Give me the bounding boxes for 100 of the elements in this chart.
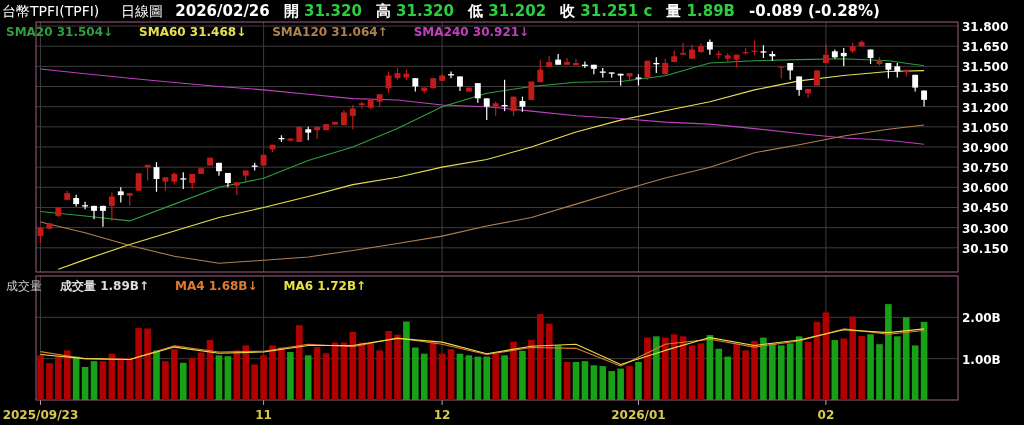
- x-tick-label: 12: [433, 408, 451, 422]
- bar: [733, 344, 740, 400]
- bar: [376, 350, 383, 400]
- bar: [831, 340, 839, 400]
- bar: [572, 361, 580, 400]
- y-tick-label: 30.750: [962, 161, 1009, 176]
- y-tick-label: 31.650: [962, 40, 1009, 55]
- text: SMA120 31.064↑: [272, 25, 388, 39]
- bar: [715, 348, 723, 400]
- candlestick: [108, 191, 115, 222]
- bar: [894, 336, 901, 400]
- bar: [215, 355, 223, 400]
- bar: [876, 344, 883, 400]
- bar: [144, 328, 151, 400]
- text: -0.089 (-0.28%): [749, 2, 880, 20]
- bar: [278, 347, 285, 400]
- bar: [599, 366, 607, 400]
- candlestick: [805, 88, 811, 99]
- bar: [724, 356, 732, 400]
- bar: [644, 337, 651, 400]
- bar: [849, 316, 856, 400]
- bar: [626, 366, 633, 400]
- bar: [358, 342, 366, 400]
- bar: [581, 361, 589, 400]
- bar: [867, 334, 874, 400]
- bar: [536, 314, 544, 400]
- text: SMA20 31.504↓: [6, 25, 114, 39]
- text: 低 31.202: [466, 2, 547, 20]
- bar: [251, 364, 258, 400]
- bar: [99, 361, 107, 400]
- bar: [269, 345, 276, 400]
- bar: [456, 353, 464, 400]
- bar: [769, 343, 776, 400]
- candlestick: [680, 42, 687, 56]
- bar: [617, 368, 624, 400]
- candlestick: [474, 82, 481, 104]
- bar: [197, 352, 205, 400]
- bar: [81, 366, 89, 400]
- candlestick: [796, 75, 803, 97]
- candlestick: [555, 53, 562, 66]
- bar: [153, 350, 160, 400]
- x-tick-label: 02: [817, 408, 835, 422]
- bar: [483, 356, 491, 400]
- bar: [742, 350, 749, 400]
- bar: [840, 338, 848, 400]
- bar: [224, 356, 232, 400]
- candlestick: [91, 205, 97, 220]
- bar: [902, 317, 910, 400]
- bar: [117, 357, 125, 400]
- bar: [465, 355, 473, 400]
- bar: [260, 355, 267, 400]
- bar: [313, 347, 321, 400]
- bar: [822, 312, 830, 400]
- y-tick-label: 31.350: [962, 80, 1009, 95]
- y-tick-label: 1.00B: [962, 352, 1001, 367]
- bar: [501, 355, 508, 400]
- bar: [135, 328, 142, 400]
- bar: [63, 350, 71, 400]
- bar: [420, 353, 428, 400]
- candlestick: [840, 47, 847, 67]
- text: 高 31.320: [375, 2, 454, 20]
- bar: [394, 334, 401, 400]
- chart-title: 成交量: [6, 279, 42, 293]
- bar: [90, 361, 98, 400]
- bar: [242, 345, 250, 400]
- bar: [412, 347, 419, 400]
- bar: [46, 363, 53, 400]
- y-tick-label: 30.150: [962, 241, 1009, 256]
- bar: [447, 349, 455, 400]
- bar: [528, 340, 535, 400]
- bar: [179, 362, 187, 400]
- y-tick-label: 30.900: [962, 141, 1009, 155]
- y-tick-label: 31.800: [962, 20, 1009, 35]
- candlestick: [349, 104, 356, 130]
- bar: [287, 352, 294, 400]
- candlestick: [385, 70, 392, 94]
- text: 量 1.89B: [665, 2, 736, 20]
- bar: [661, 337, 669, 400]
- text: SMA240 30.921↓: [413, 25, 530, 39]
- bar: [519, 350, 526, 400]
- text: 開 31.320: [283, 2, 362, 20]
- text: MA4 1.68B↓: [175, 279, 258, 293]
- line-series: [39, 124, 925, 264]
- bar: [760, 337, 767, 400]
- line-series: [39, 68, 925, 145]
- bar: [885, 304, 892, 400]
- candlestick: [483, 97, 490, 121]
- text: MA6 1.72B↑: [283, 279, 367, 293]
- bar: [608, 371, 615, 400]
- x-tick-label: 2026/01: [611, 408, 666, 422]
- bar: [777, 345, 785, 400]
- bar: [126, 357, 134, 400]
- y-tick-label: 30.300: [962, 221, 1009, 236]
- bar: [786, 343, 794, 400]
- y-tick-label: 30.450: [962, 201, 1009, 216]
- bar: [751, 340, 758, 400]
- bar: [162, 361, 169, 400]
- bar: [171, 349, 178, 400]
- bar: [385, 330, 392, 400]
- y-tick-label: 31.050: [962, 120, 1009, 135]
